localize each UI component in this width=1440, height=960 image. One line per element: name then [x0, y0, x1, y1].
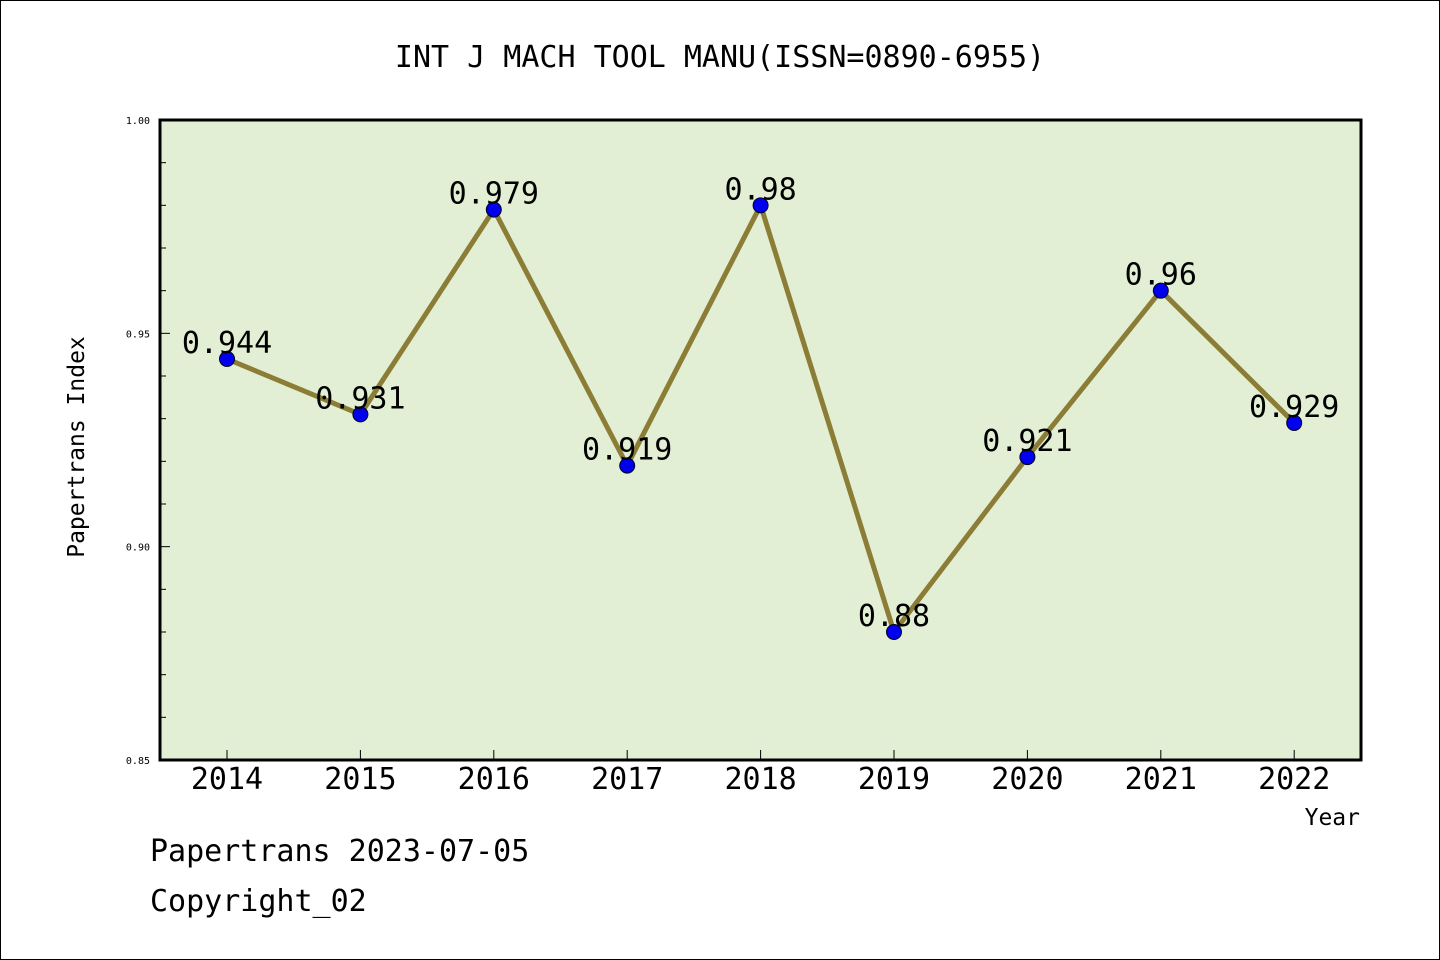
y-axis-label: Papertrans Index	[64, 336, 90, 558]
x-tick-label: 2014	[191, 762, 263, 797]
chart-title: INT J MACH TOOL MANU(ISSN=0890-6955)	[395, 40, 1045, 75]
x-axis-ticks: 2014 2015 2016 2017 2018 2019 2020 2021 2022	[191, 750, 1330, 797]
y-tick-label: 0.85	[126, 756, 150, 767]
data-labels: 0.944 0.931 0.979 0.919 0.98 0.88 0.921 0.96 0.9…	[182, 172, 1340, 634]
data-label: 0.944	[182, 326, 272, 361]
data-label: 0.921	[982, 424, 1072, 459]
data-point	[1286, 414, 1303, 431]
x-tick-label: 2019	[858, 762, 930, 797]
x-tick-label: 2021	[1125, 762, 1197, 797]
data-point	[886, 624, 902, 640]
data-point	[485, 201, 502, 218]
x-tick-label: 2016	[458, 762, 530, 797]
y-tick-label: 1.00	[126, 116, 150, 127]
x-tick-label: 2022	[1258, 762, 1330, 797]
data-point	[1152, 282, 1169, 299]
footer-copyright: Copyright_02	[150, 884, 367, 919]
data-point	[619, 457, 636, 474]
x-axis-label: Year	[1305, 805, 1360, 831]
data-label: 0.88	[858, 599, 930, 634]
data-point	[752, 197, 769, 214]
data-points	[219, 197, 1303, 640]
y-axis-ticks: 0.85 0.90 0.95 1.00	[126, 116, 170, 767]
data-label: 0.98	[724, 172, 796, 207]
y-tick-label: 0.90	[126, 543, 150, 554]
plot-area	[158, 118, 1363, 762]
data-label: 0.96	[1125, 258, 1197, 293]
data-point	[219, 350, 235, 367]
x-tick-label: 2017	[591, 762, 663, 797]
data-point	[1019, 449, 1036, 466]
x-tick-label: 2020	[991, 762, 1063, 797]
data-point	[352, 406, 369, 423]
data-label: 0.931	[315, 381, 405, 416]
data-label: 0.979	[449, 177, 539, 212]
x-tick-label: 2015	[324, 762, 396, 797]
x-tick-label: 2018	[724, 762, 796, 797]
y-tick-label: 0.95	[126, 329, 150, 340]
footer-date: Papertrans 2023-07-05	[150, 834, 530, 869]
data-label: 0.919	[582, 433, 672, 468]
data-label: 0.929	[1249, 390, 1339, 425]
